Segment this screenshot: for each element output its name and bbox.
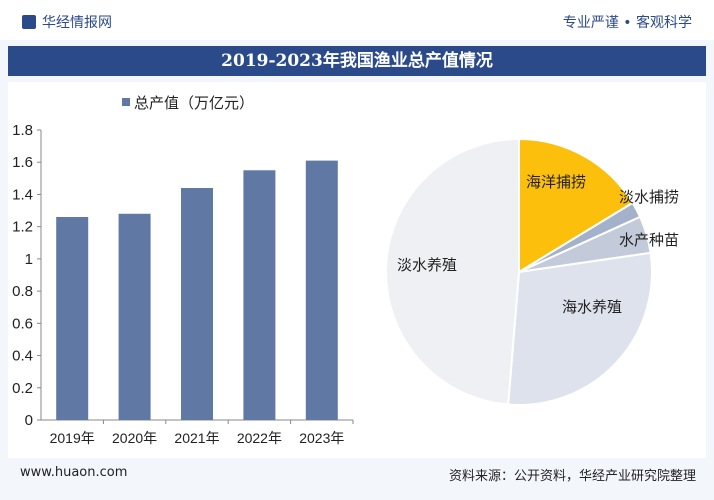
- x-tick-label: 2022年: [237, 430, 282, 446]
- pie-label: 淡水养殖: [397, 257, 457, 274]
- y-tick-label: 1.2: [12, 219, 33, 236]
- x-tick-label: 2019年: [50, 430, 95, 446]
- legend-swatch: [122, 98, 130, 106]
- chart-svg: 0 0.2 0.4 0.6 0.8 1 1.2 1.4 1.6 1.8 2019年 2020年 2021…: [12, 95, 679, 446]
- pie-label: 海洋捕捞: [526, 174, 586, 191]
- y-tick-label: 0: [25, 412, 33, 429]
- y-tick-label: 0.4: [12, 348, 33, 365]
- pie-label: 水产种苗: [619, 232, 679, 249]
- y-tick-label: 0.8: [12, 283, 33, 300]
- logo[interactable]: 华经情报网: [22, 12, 112, 32]
- slogan: 专业严谨 • 客观科学: [562, 15, 692, 31]
- pie-label: 淡水捕捞: [619, 189, 679, 206]
- y-tick-label: 0.6: [12, 315, 33, 332]
- y-tick-label: 0.2: [12, 380, 33, 397]
- bar-2022年: [243, 170, 276, 420]
- pie-slice-海水养殖: [507, 251, 653, 406]
- bar-2023年: [305, 160, 338, 420]
- bar-2019年: [56, 217, 89, 420]
- logo-icon: [22, 15, 36, 29]
- x-tick-label: 2021年: [174, 430, 219, 446]
- x-tick-label: 2023年: [299, 430, 344, 446]
- y-tick-label: 1.4: [12, 186, 33, 203]
- y-tick-label: 1.8: [12, 122, 33, 139]
- logo-text: 华经情报网: [42, 15, 112, 31]
- footer: [0, 458, 714, 500]
- pie-slice-海洋捕捞: [518, 137, 634, 274]
- legend-label: 总产值（万亿元）: [134, 95, 254, 112]
- top-bar: 华经情报网 专业严谨 • 客观科学: [0, 0, 714, 40]
- y-tick-label: 1: [25, 251, 33, 268]
- pie-label: 海水养殖: [562, 299, 622, 316]
- page-title: 2019-2023年我国渔业总产值情况: [8, 46, 706, 76]
- bar-2020年: [118, 213, 151, 420]
- website-url[interactable]: www.huaon.com: [20, 465, 128, 480]
- chart-panel: 0 0.2 0.4 0.6 0.8 1 1.2 1.4 1.6 1.8 2019年 2020年 2021…: [8, 82, 706, 458]
- pie-slice-淡水养殖: [384, 137, 520, 406]
- x-tick-label: 2020年: [112, 430, 157, 446]
- bar-2021年: [181, 188, 213, 420]
- source-note: 资料来源：公开资料，华经产业研究院整理: [448, 469, 696, 484]
- y-tick-label: 1.6: [12, 154, 33, 171]
